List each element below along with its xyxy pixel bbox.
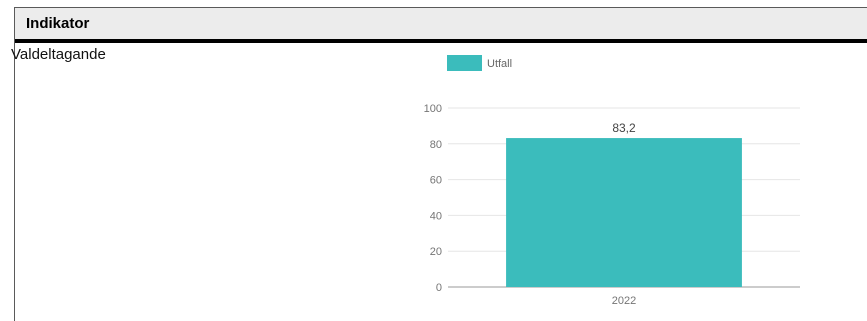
x-tick-label: 2022 <box>612 295 636 307</box>
legend-swatch <box>447 55 482 71</box>
bar-2022[interactable] <box>506 138 742 287</box>
y-tick-label: 0 <box>436 282 442 294</box>
data-label: 83,2 <box>612 121 636 135</box>
indicator-table: Indikator <box>14 7 867 321</box>
y-tick-label: 60 <box>430 175 442 187</box>
y-tick-label: 100 <box>424 103 442 115</box>
y-tick-label: 40 <box>430 210 442 222</box>
header-label: Indikator <box>26 15 90 32</box>
indicator-row-label: Valdeltagande <box>11 46 106 63</box>
legend-label: Utfall <box>487 58 512 70</box>
y-tick-label: 80 <box>430 139 442 151</box>
y-tick-label: 20 <box>430 246 442 258</box>
table-header: Indikator <box>15 8 867 43</box>
